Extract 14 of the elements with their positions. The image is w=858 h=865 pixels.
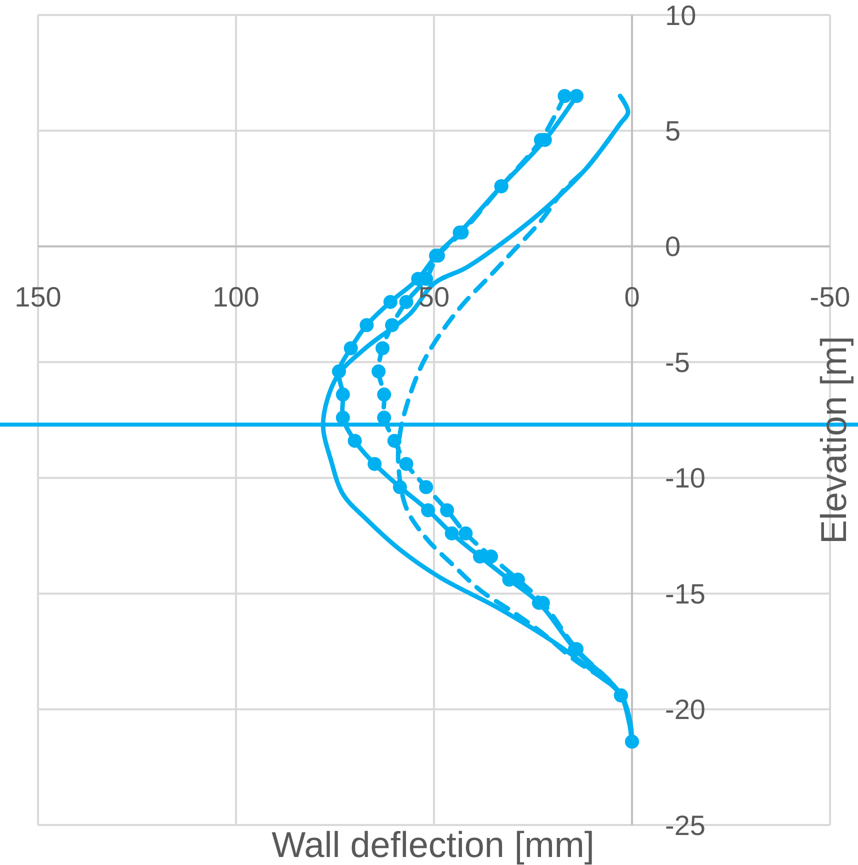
y-axis-title: Elevation [m] [813,336,854,544]
x-tick-label: 0 [624,281,640,312]
x-tick-label: -50 [810,281,850,312]
y-tick-label: -5 [665,346,690,378]
y-tick-label: -15 [665,578,706,610]
y-tick-label: -10 [665,462,706,494]
y-tick-label: 0 [665,231,681,262]
x-tick-label: 150 [14,281,62,312]
y-tick-label: 10 [665,0,696,31]
y-tick-label: -20 [665,694,706,726]
x-tick-label: 100 [212,281,260,312]
x-axis-title: Wall deflection [mm] [272,824,594,865]
y-tick-label: -25 [665,810,706,841]
y-tick-label: 5 [665,116,681,147]
